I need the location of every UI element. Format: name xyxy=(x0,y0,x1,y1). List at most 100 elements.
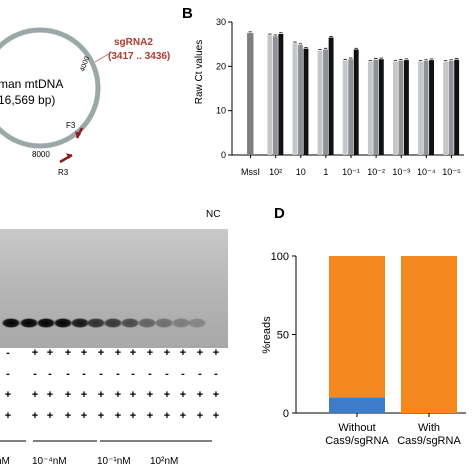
gel-band xyxy=(70,318,90,328)
plasmid-label-line2: 16,569 bp) xyxy=(0,93,55,107)
chart-b-bar xyxy=(429,60,434,156)
plasmid-map: man mtDNA 16,569 bp) 4000 8000 sgRNA2 (3… xyxy=(0,27,170,177)
sign-cell: + xyxy=(115,389,121,401)
panel-letter-d: D xyxy=(274,205,285,222)
sign-cell: + xyxy=(65,347,71,359)
sign-cell: - xyxy=(181,368,185,380)
marker-4000: 4000 xyxy=(79,56,91,73)
chart-d-y-tick-label: 50 xyxy=(277,330,289,342)
sign-cell: + xyxy=(65,389,71,401)
gel-band xyxy=(120,318,140,328)
sign-cell: + xyxy=(164,389,170,401)
chart-b-bar xyxy=(298,45,303,156)
chart-b-bar xyxy=(328,37,334,156)
chart-b-x-tick-label: 1 xyxy=(323,167,328,177)
sign-cell: + xyxy=(197,347,203,359)
chart-b-bar xyxy=(423,61,429,155)
plasmid-circle xyxy=(0,27,101,149)
chart-b-bar xyxy=(454,59,460,155)
sgrna-name: sgRNA2 xyxy=(114,37,153,48)
chart-d-x-tick-label: With xyxy=(418,422,440,434)
sign-cell: + xyxy=(98,347,104,359)
sign-cell: - xyxy=(131,368,135,380)
chart-b-bar xyxy=(323,49,329,156)
sign-cell: - xyxy=(66,368,70,380)
gel-image xyxy=(0,229,228,348)
chart-b-y-tick-label: 20 xyxy=(216,61,226,71)
sgrna-leader-line xyxy=(94,51,113,63)
chart-b-x-tick-label: 10⁻³ xyxy=(392,167,410,177)
chart-b-x-tick-label: 10² xyxy=(269,167,282,177)
sign-cell: - xyxy=(6,368,10,380)
chart-b-bar xyxy=(317,50,323,155)
sign-cell: + xyxy=(197,410,203,422)
chart-b-y-tick-label: 10 xyxy=(216,106,226,116)
sign-cell: + xyxy=(180,347,186,359)
marker-8000: 8000 xyxy=(32,150,50,159)
sign-cell: + xyxy=(147,410,153,422)
sign-cell: + xyxy=(164,410,170,422)
panel-letter-b: B xyxy=(182,5,193,22)
sign-cell: + xyxy=(164,347,170,359)
sign-cell: + xyxy=(147,347,153,359)
sign-cell: + xyxy=(213,347,219,359)
chart-b-y-tick-label: 0 xyxy=(221,150,226,160)
primer-f-label: F3 xyxy=(66,121,76,130)
conc-group-label: 10²nM xyxy=(150,456,178,467)
chart-b-y-tick-label: 30 xyxy=(216,17,226,27)
sign-cell: + xyxy=(32,347,38,359)
sign-cell: + xyxy=(47,347,53,359)
gel-band xyxy=(36,318,56,328)
chart-b: B Raw Ct values 0 10 20 30 MssI 10² 10 1 10⁻¹ 10… xyxy=(182,5,464,177)
gel-band xyxy=(53,318,73,328)
chart-b-bar xyxy=(418,61,423,155)
sign-cell: - xyxy=(82,368,86,380)
chart-b-bar xyxy=(272,36,278,155)
sign-cell: + xyxy=(47,389,53,401)
sign-cell: + xyxy=(147,389,153,401)
sign-cell: - xyxy=(165,368,169,380)
chart-b-bar xyxy=(378,59,384,155)
sign-cell: + xyxy=(81,410,87,422)
sign-cell: + xyxy=(98,410,104,422)
sign-cell: + xyxy=(115,347,121,359)
chart-b-bar xyxy=(353,49,359,156)
sign-cell: + xyxy=(81,347,87,359)
sign-cell: - xyxy=(99,368,103,380)
sign-cell: + xyxy=(180,389,186,401)
sign-cell: + xyxy=(81,389,87,401)
sgrna-range: (3417 .. 3436) xyxy=(108,51,170,62)
sign-cell: - xyxy=(214,368,218,380)
chart-b-bar xyxy=(267,35,273,155)
gel-band xyxy=(19,318,39,328)
sign-cell: + xyxy=(213,410,219,422)
chart-b-x-tick-label: MssI xyxy=(241,167,260,177)
gel-band xyxy=(171,318,191,328)
sign-cell: - xyxy=(148,368,152,380)
chart-d-bar-segment xyxy=(329,397,385,413)
chart-b-bar xyxy=(373,59,379,155)
plasmid-label-line1: man mtDNA xyxy=(0,77,63,91)
chart-b-x-tick-label: 10 xyxy=(296,167,306,177)
gel-band xyxy=(137,318,157,328)
chart-b-x-tick-label: 10⁻⁵ xyxy=(442,167,461,177)
conc-group-label: 10⁻¹nM xyxy=(97,456,131,467)
chart-b-bar xyxy=(367,61,373,155)
sign-cell: - xyxy=(198,368,202,380)
sign-cell: + xyxy=(197,389,203,401)
sign-cell: - xyxy=(116,368,120,380)
chart-d-y-tick-label: 100 xyxy=(271,251,289,263)
sign-cell: + xyxy=(115,410,121,422)
chart-b-bar xyxy=(398,60,404,155)
conc-group-label: nM xyxy=(0,456,10,467)
primer-r-arrowhead xyxy=(66,153,72,159)
sign-cell: + xyxy=(5,389,11,401)
chart-b-bar xyxy=(403,60,409,156)
gel-band xyxy=(103,318,123,328)
chart-b-bar xyxy=(342,60,348,155)
chart-b-bar xyxy=(443,61,449,155)
chart-b-bar xyxy=(392,61,398,155)
nc-label: NC xyxy=(206,209,220,220)
